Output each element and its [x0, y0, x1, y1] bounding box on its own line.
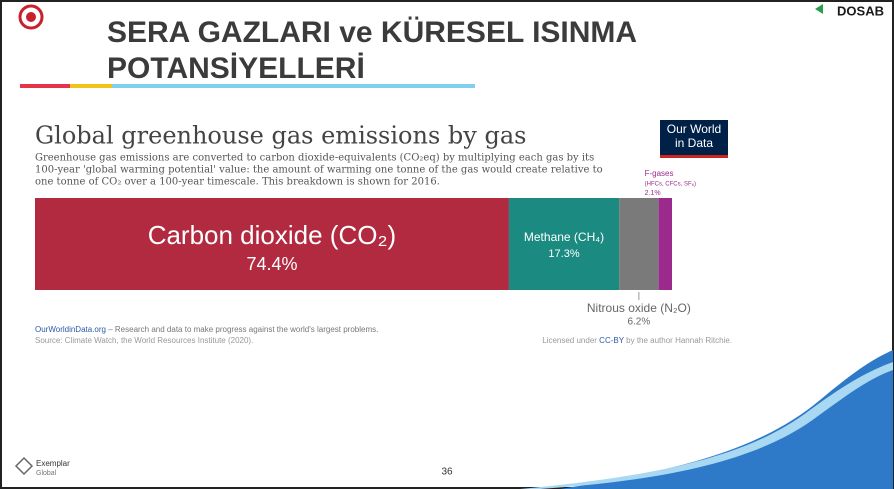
value-label: 17.3% [548, 248, 579, 260]
bar-segment [508, 198, 620, 290]
segment-label: Nitrous oxide (N₂O) [587, 301, 691, 315]
bar-segment [619, 198, 659, 290]
slide-title: POTANSİYELLERİ [107, 52, 365, 85]
dosab-logo: DOSAB [837, 3, 884, 18]
chart-title: Global greenhouse gas emissions by gas [35, 122, 526, 150]
ministry-logo-core [26, 12, 36, 22]
chart-subtitle: 100-year 'global warming potential' valu… [35, 165, 603, 176]
footer-logo-text: Global [36, 470, 57, 477]
decor-wave [560, 350, 893, 489]
page-number: 36 [441, 467, 453, 478]
owid-logo-rule [660, 155, 728, 158]
segment-note: (HFCs, CFCs, SF₆) [645, 182, 696, 188]
chart-footer: OurWorldinData.org – Research and data t… [35, 325, 378, 334]
bar-segment [35, 198, 509, 290]
footer-logo-text: Exemplar [36, 459, 70, 468]
title-rule [70, 84, 112, 88]
value-label: 74.4% [246, 254, 297, 274]
bar-group: Carbon dioxide (CO₂) 74.4% Methane (CH₄) 17… [35, 169, 696, 328]
license-text: by the author Hannah Ritchie. [624, 336, 732, 345]
owid-logo-text: Our World [667, 122, 721, 136]
exemplar-logo [14, 456, 34, 476]
segment-label: Carbon dioxide (CO₂) [148, 220, 397, 250]
segment-label: Methane (CH₄) [524, 230, 604, 244]
value-label: 2.1% [645, 190, 661, 197]
owid-logo [660, 120, 728, 158]
chart-license: Licensed under CC-BY by the author Hanna… [542, 336, 732, 345]
owid-logo-text: in Data [675, 136, 713, 150]
chart-subtitle: Greenhouse gas emissions are converted t… [35, 153, 594, 164]
license-link[interactable]: CC-BY [599, 336, 625, 345]
chart-subtitle: one tonne of CO₂ over a 100-year timesca… [35, 177, 440, 188]
chart-source: Source: Climate Watch, the World Resourc… [35, 336, 253, 345]
title-rule [20, 84, 70, 88]
bar-segment [658, 198, 672, 290]
segment-label: F-gases [645, 169, 674, 178]
decor-wave-light [520, 362, 893, 489]
slide-title: SERA GAZLARI ve KÜRESEL ISINMA [107, 16, 637, 49]
dosab-icon [815, 4, 823, 14]
title-rule [112, 84, 475, 88]
value-label: 6.2% [627, 317, 650, 328]
owid-link[interactable]: OurWorldinData.org [35, 325, 106, 334]
footer-text: – Research and data to make progress aga… [106, 325, 378, 334]
license-text: Licensed under [542, 336, 599, 345]
